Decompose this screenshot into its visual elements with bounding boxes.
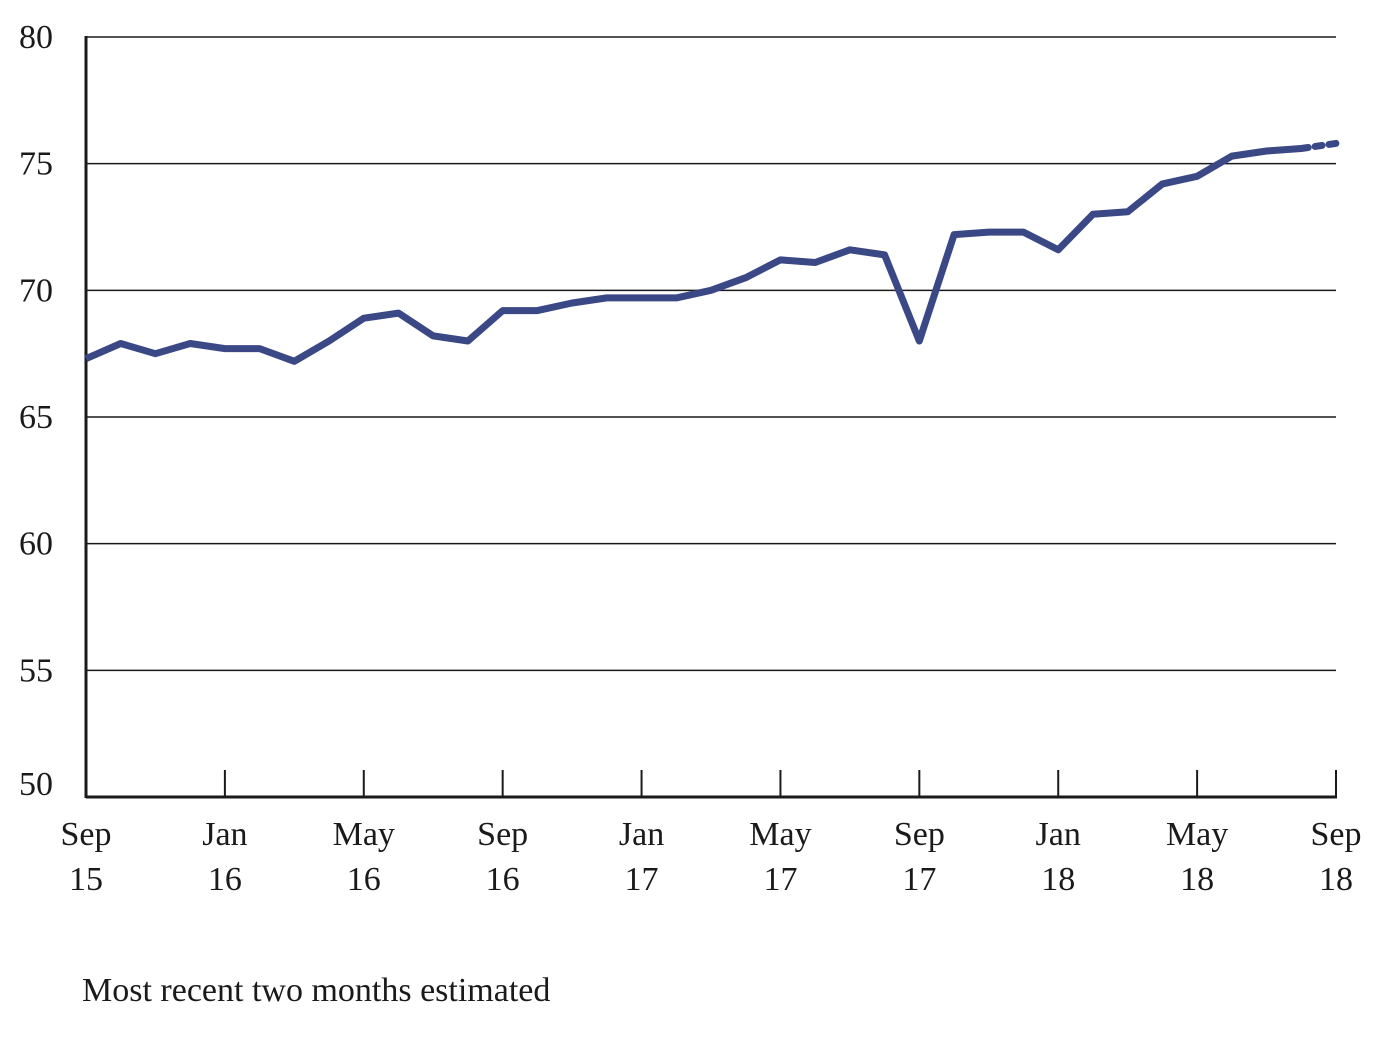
x-tick-year: 18 — [1319, 861, 1353, 898]
y-tick-label: 80 — [19, 19, 53, 56]
y-tick-label: 75 — [19, 146, 53, 183]
series-lines — [84, 139, 1340, 365]
x-tick-month: May — [749, 816, 811, 853]
y-tick-label: 60 — [19, 526, 53, 563]
x-tick-year: 16 — [486, 861, 520, 898]
series-line-estimated — [1297, 139, 1340, 152]
footnote: Most recent two months estimated — [82, 972, 551, 1009]
x-tick-year: 18 — [1041, 861, 1075, 898]
y-tick-label: 65 — [19, 399, 53, 436]
x-tick-labels: Sep 15 Jan 16 May 16 Sep 16 Jan 17 May 17 Sep 17 Jan 18… — [61, 816, 1362, 898]
series-line-observed — [84, 145, 1302, 365]
x-tick-year: 18 — [1180, 861, 1214, 898]
x-tick-month: Jan — [619, 816, 664, 853]
y-tick-labels: 50 55 60 65 70 75 80 — [19, 19, 53, 803]
x-tick-month: May — [1166, 816, 1228, 853]
y-tick-label: 70 — [19, 272, 53, 309]
x-tick-year: 17 — [902, 861, 936, 898]
y-tick-label: 50 — [19, 766, 53, 803]
axes — [84, 36, 1337, 799]
x-tick-month: Sep — [477, 816, 528, 853]
y-tick-label: 55 — [19, 652, 53, 689]
x-tick-year: 16 — [208, 861, 242, 898]
x-tick-year: 17 — [625, 861, 659, 898]
x-tick-month: Sep — [61, 816, 112, 853]
x-tick-month: Jan — [202, 816, 247, 853]
x-tick-month: Sep — [1311, 816, 1362, 853]
gridlines — [86, 36, 1336, 672]
x-tick-marks — [85, 770, 1337, 797]
x-tick-month: Jan — [1036, 816, 1081, 853]
x-tick-year: 17 — [763, 861, 797, 898]
x-tick-month: Sep — [894, 816, 945, 853]
x-tick-year: 15 — [69, 861, 103, 898]
x-tick-month: May — [333, 816, 395, 853]
x-tick-year: 16 — [347, 861, 381, 898]
